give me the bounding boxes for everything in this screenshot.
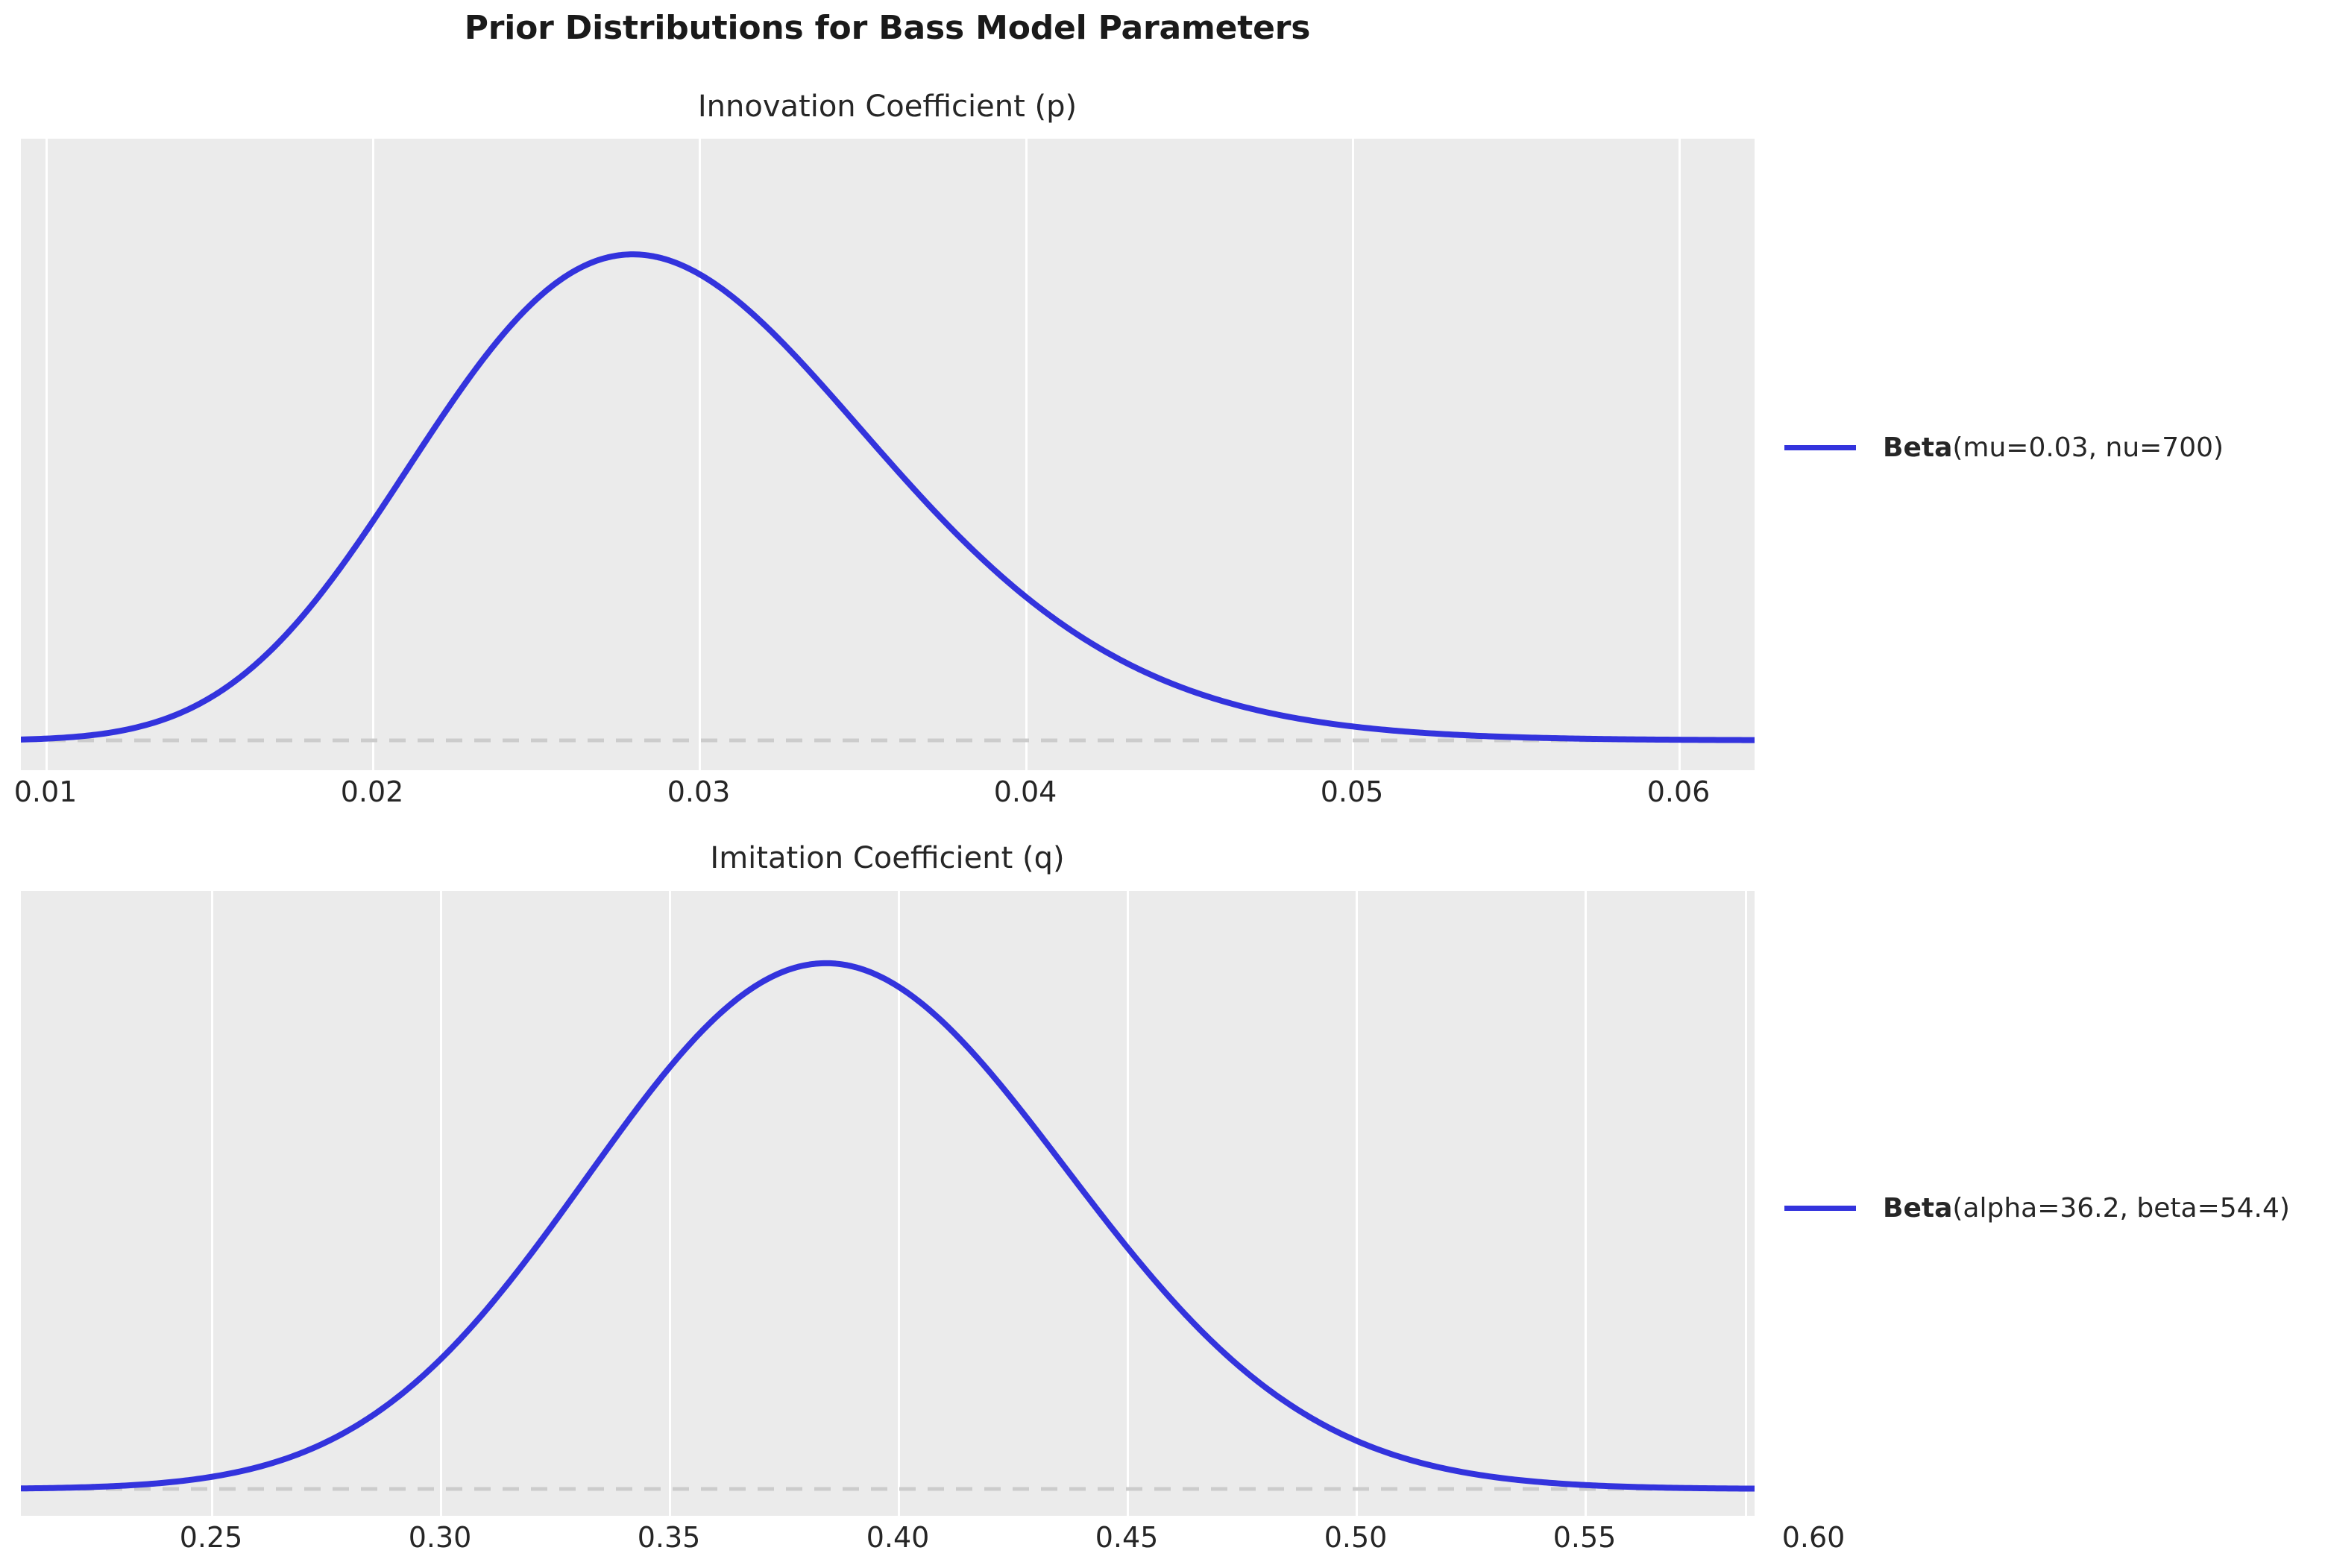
xtick-p-5: 0.05 bbox=[1320, 775, 1384, 808]
gridline-p-6 bbox=[1679, 139, 1681, 770]
xtick-q-2: 0.30 bbox=[408, 1521, 472, 1554]
legend-label-imitation: Beta(alpha=36.2, beta=54.4) bbox=[1883, 1193, 2290, 1224]
legend-innovation: Beta(mu=0.03, nu=700) bbox=[1784, 432, 2224, 463]
legend-imitation: Beta(alpha=36.2, beta=54.4) bbox=[1784, 1193, 2290, 1224]
gridline-p-3 bbox=[699, 139, 701, 770]
xtick-q-6: 0.50 bbox=[1324, 1521, 1388, 1554]
xtick-q-8: 0.60 bbox=[1781, 1521, 1846, 1554]
density-curve-innovation bbox=[21, 251, 1755, 743]
xtick-q-1: 0.25 bbox=[179, 1521, 243, 1554]
legend-label-bold-imitation: Beta bbox=[1883, 1193, 1953, 1224]
gridline-q-2 bbox=[440, 891, 442, 1516]
subplot-title-innovation: Innovation Coefficient (p) bbox=[697, 89, 1077, 124]
xtick-p-1: 0.01 bbox=[13, 775, 78, 808]
gridline-q-4 bbox=[898, 891, 900, 1516]
xtick-p-2: 0.02 bbox=[340, 775, 404, 808]
density-curve-imitation bbox=[21, 960, 1755, 1492]
gridline-q-8 bbox=[1745, 891, 1747, 1516]
legend-line-swatch-innovation bbox=[1784, 445, 1856, 450]
gridline-q-1 bbox=[211, 891, 213, 1516]
xtick-q-7: 0.55 bbox=[1552, 1521, 1617, 1554]
curve-svg-innovation bbox=[21, 251, 1755, 743]
legend-line-swatch-imitation bbox=[1784, 1206, 1856, 1211]
xtick-p-4: 0.04 bbox=[993, 775, 1057, 808]
figure-title: Prior Distributions for Bass Model Param… bbox=[464, 9, 1311, 47]
xtick-row-imitation: 0.25 0.30 0.35 0.40 0.45 0.50 0.55 0.60 bbox=[0, 1521, 2325, 1566]
plot-area-imitation bbox=[21, 891, 1755, 1516]
gridline-p-1 bbox=[45, 139, 48, 770]
gridline-p-2 bbox=[372, 139, 374, 770]
xtick-q-4: 0.40 bbox=[866, 1521, 930, 1554]
gridline-q-5 bbox=[1127, 891, 1129, 1516]
xtick-p-6: 0.06 bbox=[1646, 775, 1711, 808]
curve-svg-imitation bbox=[21, 960, 1755, 1492]
gridline-q-3 bbox=[669, 891, 671, 1516]
gridline-q-7 bbox=[1585, 891, 1587, 1516]
legend-label-params-innovation: (mu=0.03, nu=700) bbox=[1952, 432, 2224, 463]
xtick-q-5: 0.45 bbox=[1095, 1521, 1159, 1554]
legend-label-params-imitation: (alpha=36.2, beta=54.4) bbox=[1952, 1193, 2290, 1224]
subplot-title-imitation: Imitation Coefficient (q) bbox=[710, 841, 1065, 875]
gridline-q-6 bbox=[1356, 891, 1358, 1516]
xtick-row-innovation: 0.01 0.02 0.03 0.04 0.05 0.06 bbox=[0, 775, 2325, 820]
gridline-p-5 bbox=[1352, 139, 1354, 770]
xtick-p-3: 0.03 bbox=[667, 775, 731, 808]
plot-area-innovation bbox=[21, 139, 1755, 770]
gridline-p-4 bbox=[1025, 139, 1028, 770]
legend-label-bold-innovation: Beta bbox=[1883, 432, 1953, 463]
legend-label-innovation: Beta(mu=0.03, nu=700) bbox=[1883, 432, 2224, 463]
xtick-q-3: 0.35 bbox=[637, 1521, 701, 1554]
